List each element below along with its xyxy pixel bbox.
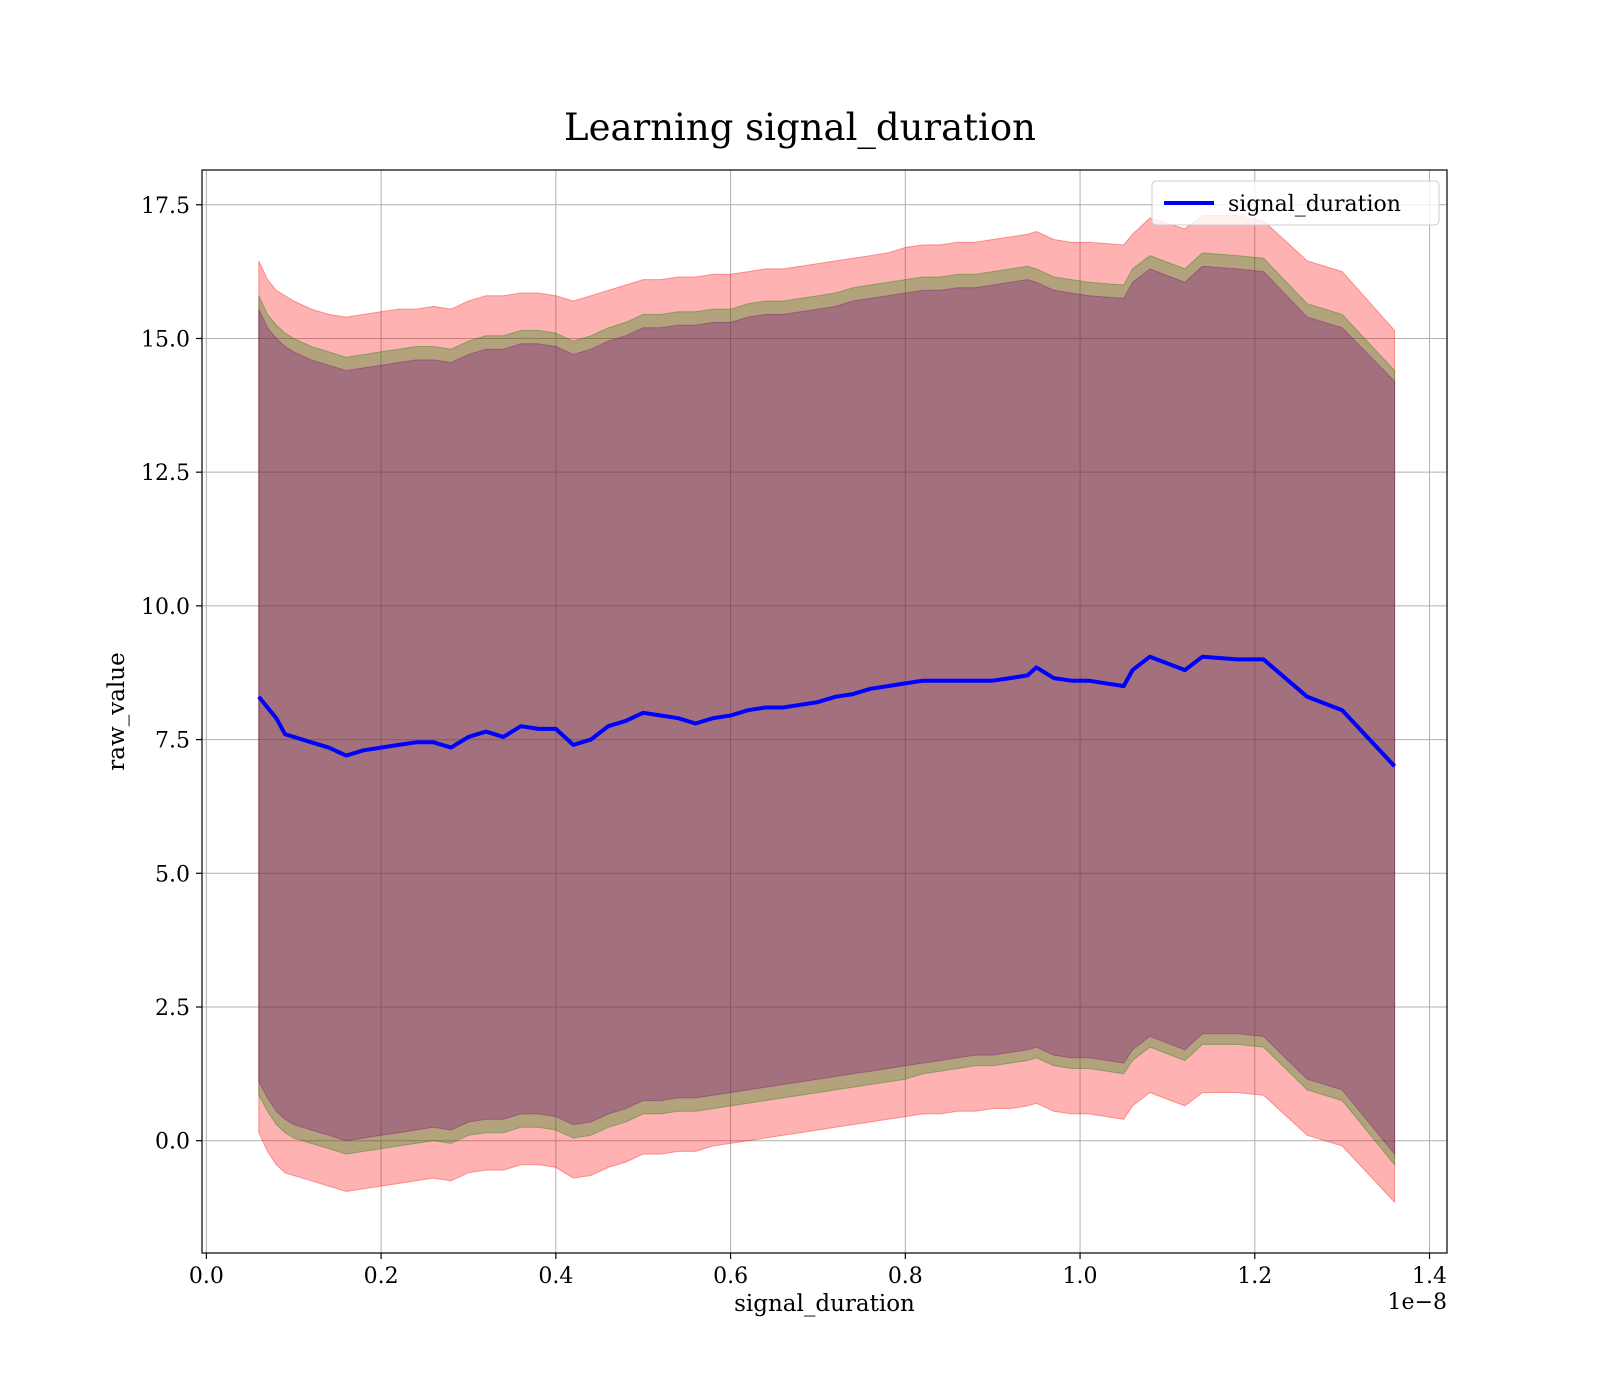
series-lines <box>257 654 1397 768</box>
y-axis-ticks: 0.0 2.5 5.0 7.5 10.0 12.5 15.0 17.5 <box>141 194 202 1155</box>
x-tick-label: 0.4 <box>538 1264 573 1289</box>
x-tick-label: 1.4 <box>1412 1264 1447 1289</box>
y-axis-label: raw_value <box>104 652 130 770</box>
legend-box <box>1151 180 1440 226</box>
confidence-band <box>258 252 1396 1167</box>
y-tick-label: 12.5 <box>141 461 190 486</box>
confidence-band <box>258 265 1396 1156</box>
confidence-band <box>258 215 1396 1204</box>
x-tick-label: 0.6 <box>713 1264 748 1289</box>
x-tick-label: 1.2 <box>1237 1264 1272 1289</box>
series-line-signal-duration <box>257 654 1397 768</box>
grid <box>202 170 1447 1253</box>
x-axis-ticks: 0.0 0.2 0.4 0.6 0.8 1.0 1.2 1.4 <box>189 1253 1447 1289</box>
y-tick-label: 10.0 <box>141 595 190 620</box>
x-axis-label: signal_duration <box>734 1291 915 1317</box>
y-tick-label: 7.5 <box>155 729 190 754</box>
y-tick-label: 15.0 <box>141 327 190 352</box>
y-tick-label: 5.0 <box>155 862 190 887</box>
x-tick-label: 0.0 <box>189 1264 224 1289</box>
y-tick-label: 2.5 <box>155 996 190 1021</box>
plot-frame <box>201 169 1448 1254</box>
legend[interactable]: signal_duration <box>1151 180 1440 226</box>
x-tick-label: 0.2 <box>364 1264 399 1289</box>
y-tick-label: 17.5 <box>141 194 190 219</box>
plot-area <box>201 169 1448 1254</box>
y-tick-label: 0.0 <box>155 1130 190 1155</box>
x-tick-label: 1.0 <box>1063 1264 1098 1289</box>
x-tick-label: 0.8 <box>888 1264 923 1289</box>
chart-title: Learning signal_duration <box>564 106 1036 150</box>
x-axis-offset-label: 1e−8 <box>1388 1290 1447 1315</box>
legend-label-signal-duration: signal_duration <box>1228 192 1401 217</box>
confidence-bands <box>258 215 1396 1204</box>
